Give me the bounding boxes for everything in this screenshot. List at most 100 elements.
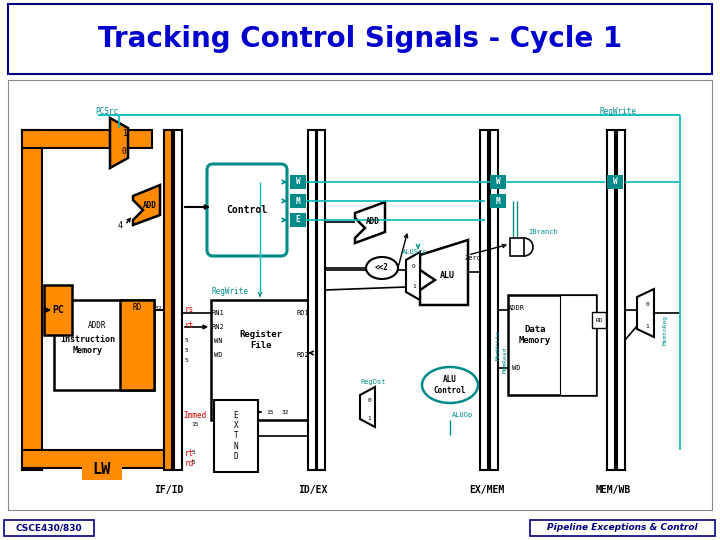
Bar xyxy=(22,130,152,148)
Text: W: W xyxy=(296,178,300,186)
Polygon shape xyxy=(355,202,385,243)
Bar xyxy=(290,175,306,189)
Bar xyxy=(22,450,182,468)
Text: 5: 5 xyxy=(185,357,189,362)
Text: ADDR: ADDR xyxy=(508,305,524,311)
Text: RN1: RN1 xyxy=(212,310,225,316)
Text: RegWrite: RegWrite xyxy=(600,107,637,117)
Text: 5: 5 xyxy=(191,461,195,465)
Bar xyxy=(308,130,316,470)
Ellipse shape xyxy=(422,367,478,403)
Text: PC: PC xyxy=(52,305,64,315)
Bar xyxy=(560,295,596,395)
Text: IF/ID: IF/ID xyxy=(154,485,184,495)
Text: RD: RD xyxy=(595,318,603,322)
Text: RD: RD xyxy=(132,303,142,313)
Bar xyxy=(120,300,154,390)
Text: ID/EX: ID/EX xyxy=(298,485,328,495)
Text: Zero: Zero xyxy=(464,255,482,261)
Text: W: W xyxy=(613,178,617,186)
Text: Control: Control xyxy=(226,205,268,215)
Text: 32: 32 xyxy=(154,306,162,310)
Text: ADD: ADD xyxy=(143,200,157,210)
Bar xyxy=(290,194,306,208)
Text: RD2: RD2 xyxy=(297,352,310,358)
Text: Pipeline Exceptions & Control: Pipeline Exceptions & Control xyxy=(546,523,697,532)
Text: 1: 1 xyxy=(412,285,416,289)
Text: ADDR: ADDR xyxy=(88,321,107,329)
Bar xyxy=(8,4,712,74)
Text: 4: 4 xyxy=(117,220,122,230)
Text: Register
File: Register File xyxy=(240,330,282,350)
Text: <<2: <<2 xyxy=(375,264,389,273)
Text: EX/MEM: EX/MEM xyxy=(469,485,505,495)
Text: 32: 32 xyxy=(282,409,289,415)
Text: 15: 15 xyxy=(266,409,274,415)
Text: RegDst: RegDst xyxy=(360,379,386,385)
Text: RN2: RN2 xyxy=(212,324,225,330)
Bar xyxy=(607,130,615,470)
Text: ALU: ALU xyxy=(439,271,454,280)
Text: WD: WD xyxy=(214,352,222,358)
Bar xyxy=(8,80,712,510)
Text: MemRead: MemRead xyxy=(503,347,508,373)
Text: IBranch: IBranch xyxy=(528,229,558,235)
Text: MemWrite: MemWrite xyxy=(495,330,500,360)
Bar xyxy=(490,175,506,189)
Text: M: M xyxy=(296,197,300,206)
Ellipse shape xyxy=(366,257,398,279)
Text: RegWrite: RegWrite xyxy=(212,287,248,296)
Text: CSCE430/830: CSCE430/830 xyxy=(16,523,82,532)
Text: E: E xyxy=(296,215,300,225)
Bar xyxy=(490,194,506,208)
Bar xyxy=(617,130,625,470)
Text: 0: 0 xyxy=(122,147,126,157)
Text: Immed: Immed xyxy=(183,410,206,420)
Polygon shape xyxy=(637,289,654,337)
Polygon shape xyxy=(133,185,160,225)
Bar xyxy=(174,130,182,470)
Text: Data
Memory: Data Memory xyxy=(519,325,551,345)
Text: rd: rd xyxy=(185,458,194,468)
Polygon shape xyxy=(406,252,420,300)
Bar xyxy=(530,520,715,536)
Bar xyxy=(592,312,606,328)
Text: 1: 1 xyxy=(367,415,371,421)
Bar xyxy=(54,300,154,390)
Text: rt: rt xyxy=(185,321,194,329)
Bar xyxy=(607,175,623,189)
Bar xyxy=(44,285,72,335)
Text: Instruction
Memory: Instruction Memory xyxy=(60,335,115,355)
Text: ALU
Control: ALU Control xyxy=(434,375,466,395)
Bar xyxy=(290,213,306,227)
Text: ALUOp: ALUOp xyxy=(452,412,473,418)
Text: Tracking Control Signals - Cycle 1: Tracking Control Signals - Cycle 1 xyxy=(98,25,622,53)
Text: M: M xyxy=(495,197,500,206)
Polygon shape xyxy=(110,118,128,168)
Text: W: W xyxy=(495,178,500,186)
Bar xyxy=(82,458,122,480)
Text: 1: 1 xyxy=(645,323,649,328)
Text: ALUSrc: ALUSrc xyxy=(402,249,428,255)
Text: ADD: ADD xyxy=(366,218,380,226)
Polygon shape xyxy=(420,240,468,305)
Bar xyxy=(211,300,311,420)
Bar xyxy=(317,130,325,470)
Text: 0: 0 xyxy=(367,397,371,402)
Text: 15: 15 xyxy=(192,422,199,428)
Bar xyxy=(164,130,172,470)
Text: PCSrc: PCSrc xyxy=(95,107,118,117)
Bar xyxy=(510,238,524,256)
Bar xyxy=(4,520,94,536)
Text: 0: 0 xyxy=(412,265,416,269)
Bar xyxy=(214,400,258,472)
Bar xyxy=(480,130,488,470)
Bar xyxy=(22,130,42,470)
Text: E
X
T
N
D: E X T N D xyxy=(234,411,238,461)
Text: LW: LW xyxy=(93,462,111,476)
Text: RD1: RD1 xyxy=(297,310,310,316)
Bar xyxy=(490,130,498,470)
Text: 5: 5 xyxy=(191,450,195,456)
Bar xyxy=(508,295,596,395)
Polygon shape xyxy=(360,387,375,427)
